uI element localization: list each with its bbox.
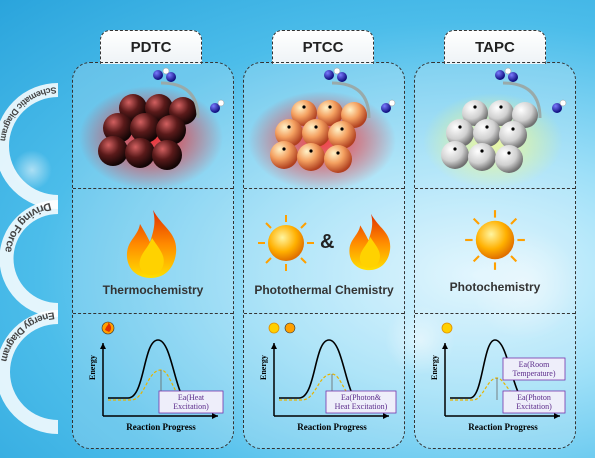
- force-label-pdtc: Thermochemistry: [102, 283, 204, 297]
- column-title-ptcc: PTCC: [272, 30, 374, 64]
- sun-icon: [465, 210, 525, 270]
- flame-icon: [349, 213, 391, 271]
- flame-icon: [126, 210, 177, 278]
- svg-text:Heat Excitation): Heat Excitation): [335, 402, 388, 411]
- sun-icon: [258, 215, 314, 271]
- and-symbol: &: [320, 231, 335, 253]
- column-title-pdtc: PDTC: [100, 30, 202, 64]
- x-axis-label: Reaction Progress: [126, 422, 196, 432]
- flame-icon: [284, 322, 296, 334]
- column-title-tapc: TAPC: [444, 30, 546, 64]
- svg-text:Temperature): Temperature): [513, 369, 556, 378]
- column-tapc: Photochemistry Ea(Room Temperature) Ea(P…: [414, 62, 576, 449]
- sun-icon: [268, 322, 280, 334]
- catalyst-particles-white: [423, 67, 567, 188]
- row-label-energy: Energy Diagram: [0, 309, 55, 363]
- column-ptcc: & Photothermal Chemistry Ea(Photon& Heat…: [243, 62, 405, 449]
- y-axis-label: Energy: [430, 355, 439, 380]
- ea-annotation: Ea(Photon: [517, 393, 551, 402]
- column-pdtc: Thermochemistry Ea(Heat Excitation) Ener…: [72, 62, 234, 449]
- energy-diagram-pdtc: Ea(Heat Excitation) Energy Reaction Prog…: [88, 321, 224, 432]
- row-labels: Schematic Diagram Driving Force Energy D…: [0, 83, 59, 434]
- svg-text:Excitation): Excitation): [516, 402, 552, 411]
- catalyst-particles-orange: [248, 67, 396, 188]
- force-label-tapc: Photochemistry: [449, 280, 541, 294]
- ea-annotation-room: Ea(Room: [519, 360, 550, 369]
- energy-diagram-tapc: Ea(Room Temperature) Ea(Photon Excitatio…: [430, 322, 566, 432]
- force-label-ptcc: Photothermal Chemistry: [254, 283, 394, 297]
- x-axis-label: Reaction Progress: [468, 422, 538, 432]
- catalyst-particles-dark: [79, 67, 225, 188]
- light-bokeh: [385, 305, 455, 375]
- sun-icon: [441, 322, 453, 334]
- row-label-schematic: Schematic Diagram: [0, 85, 57, 142]
- energy-diagram-ptcc: Ea(Photon& Heat Excitation) Energy React…: [259, 322, 397, 432]
- ea-annotation: Ea(Photon&: [341, 393, 382, 402]
- x-axis-label: Reaction Progress: [297, 422, 367, 432]
- y-axis-label: Energy: [88, 355, 97, 380]
- svg-text:Excitation): Excitation): [173, 402, 209, 411]
- ea-annotation: Ea(Heat: [178, 393, 205, 402]
- y-axis-label: Energy: [259, 355, 268, 380]
